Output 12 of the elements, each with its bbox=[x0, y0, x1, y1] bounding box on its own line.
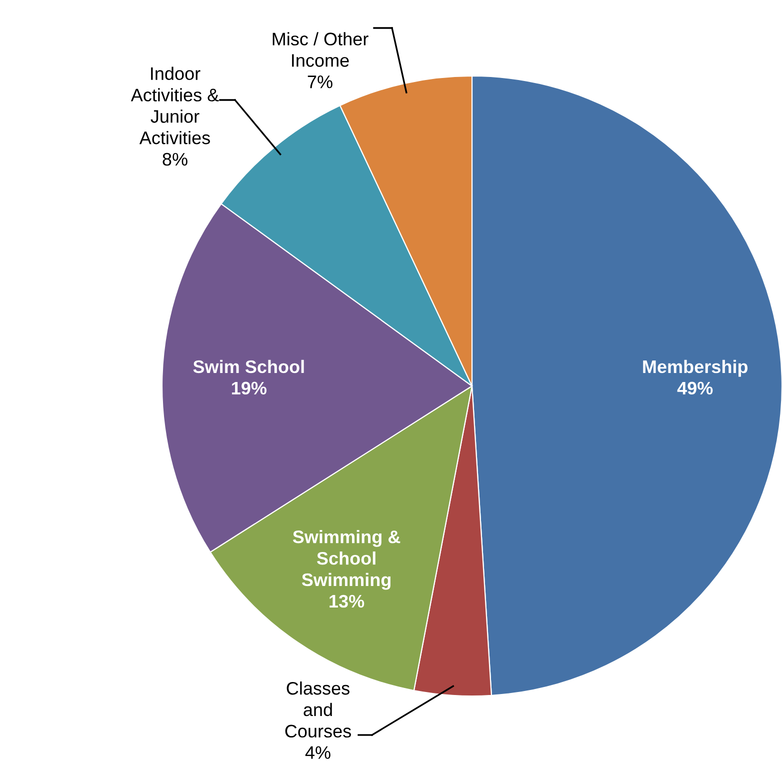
data-label: 49% bbox=[677, 382, 713, 395]
slice-label: Swim School bbox=[193, 360, 304, 374]
data-label: 7% bbox=[308, 76, 332, 88]
data-label: 4% bbox=[305, 746, 330, 759]
slice-label: Classes and Courses bbox=[285, 681, 351, 738]
slice-label: Swimming & School Swimming bbox=[292, 530, 400, 590]
slice-label: Indoor Activities & Junior Activities bbox=[130, 66, 219, 144]
data-label: 19% bbox=[232, 382, 267, 395]
slice-label: Membership bbox=[643, 360, 748, 377]
data-label: 8% bbox=[162, 152, 188, 166]
data-label: 13% bbox=[330, 594, 364, 608]
slice-label: Misc / Other Income bbox=[272, 32, 368, 67]
